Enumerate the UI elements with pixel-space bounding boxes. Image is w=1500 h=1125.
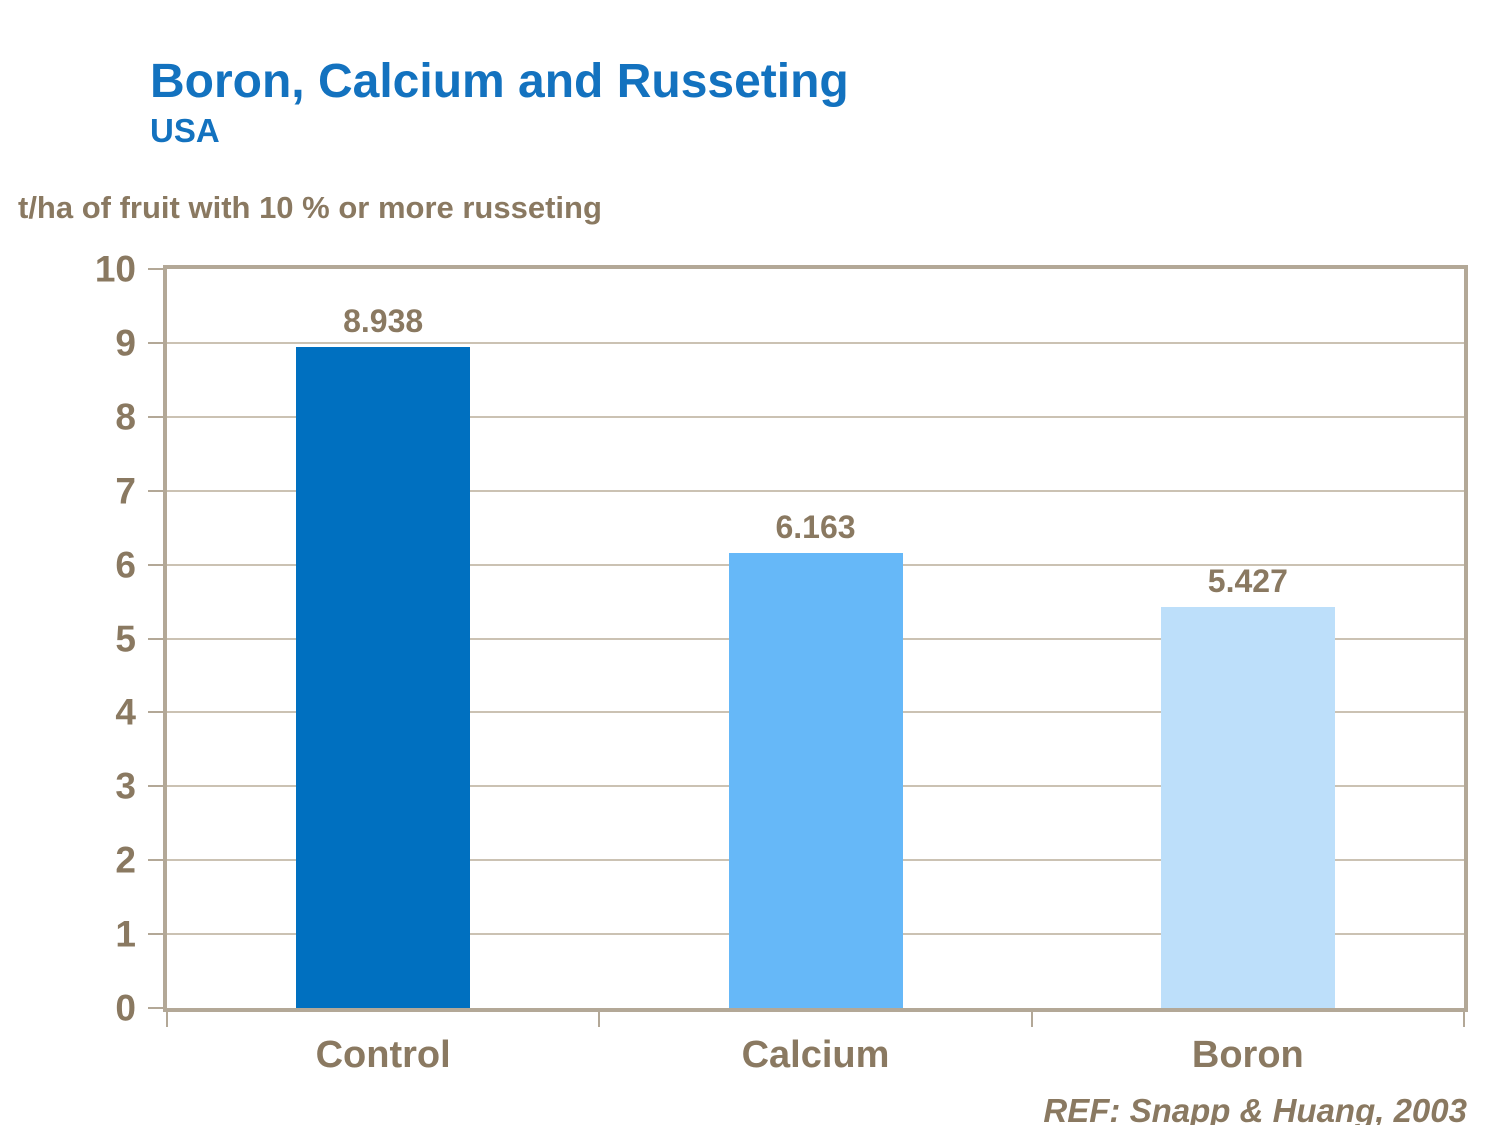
gridline	[167, 415, 1464, 418]
y-axis-tick	[148, 489, 163, 492]
y-axis-tick-label: 10	[94, 248, 136, 290]
x-axis-tick	[598, 1012, 601, 1027]
bar-control	[296, 347, 471, 1008]
x-axis-category-label: Boron	[1191, 1034, 1304, 1076]
gridline	[167, 489, 1464, 492]
y-axis-tick-label: 6	[115, 544, 136, 586]
y-axis-tick	[148, 785, 163, 788]
y-axis-tick-label: 2	[115, 839, 136, 881]
bar-value-label: 5.427	[1207, 562, 1288, 599]
y-axis-tick-label: 9	[115, 322, 136, 364]
bar-value-label: 8.938	[343, 303, 424, 340]
y-axis-tick	[148, 268, 163, 270]
x-axis-category-label: Calcium	[741, 1034, 890, 1076]
x-axis-category-label: Control	[315, 1034, 451, 1076]
y-axis-tick-label: 8	[115, 396, 136, 438]
chart-subtitle: USA	[150, 112, 220, 149]
chart-title: Boron, Calcium and Russeting	[150, 55, 849, 108]
y-axis-tick-label: 4	[115, 691, 136, 733]
y-axis-tick	[148, 563, 163, 566]
plot-area: 0 1 2 3 4 5 6 7 8 9 10 8.938 Control 6.163 Calcium 5.42…	[95, 251, 1468, 1074]
y-axis-tick	[148, 1007, 163, 1009]
y-axis-tick	[148, 341, 163, 344]
reference-citation: REF: Snapp & Huang, 2003	[1043, 1092, 1467, 1125]
bar-boron	[1160, 606, 1335, 1008]
x-axis-tick	[1463, 1012, 1465, 1027]
y-axis-tick	[148, 415, 163, 418]
y-axis-tick-label: 5	[115, 618, 136, 659]
x-axis-tick	[166, 1012, 168, 1027]
bar-value-label: 6.163	[775, 508, 856, 545]
y-axis-tick-label: 7	[115, 470, 136, 512]
y-axis-tick-label: 3	[115, 765, 136, 807]
x-axis-tick	[1030, 1012, 1033, 1027]
y-axis-tick	[148, 933, 163, 936]
y-axis-tick-label: 0	[115, 987, 136, 1029]
y-axis-tick	[148, 637, 163, 640]
bar-calcium	[728, 552, 903, 1008]
gridline	[167, 341, 1464, 344]
y-axis-tick	[148, 859, 163, 862]
y-axis-tick	[148, 711, 163, 714]
y-axis-tick-label: 1	[115, 913, 136, 955]
y-axis-title: t/ha of fruit with 10 % or more russetin…	[18, 190, 602, 225]
